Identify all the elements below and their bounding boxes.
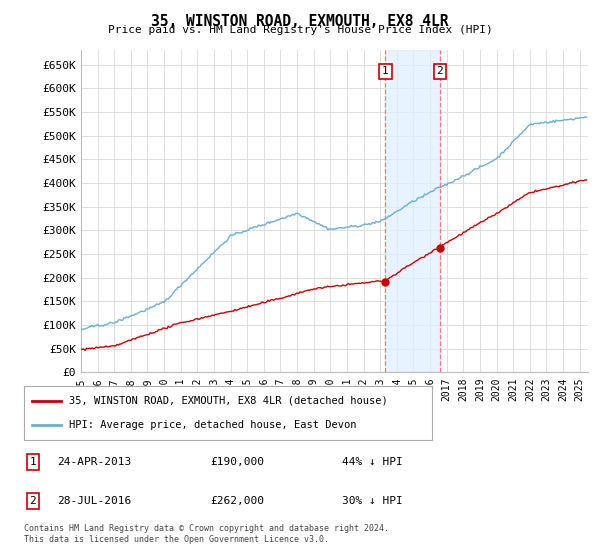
Text: 28-JUL-2016: 28-JUL-2016 [57, 496, 131, 506]
Text: 1: 1 [29, 457, 37, 467]
Text: 2: 2 [29, 496, 37, 506]
Text: £190,000: £190,000 [210, 457, 264, 467]
Text: HPI: Average price, detached house, East Devon: HPI: Average price, detached house, East… [69, 420, 356, 430]
Text: 1: 1 [382, 66, 389, 76]
Text: 35, WINSTON ROAD, EXMOUTH, EX8 4LR: 35, WINSTON ROAD, EXMOUTH, EX8 4LR [151, 14, 449, 29]
Text: 35, WINSTON ROAD, EXMOUTH, EX8 4LR (detached house): 35, WINSTON ROAD, EXMOUTH, EX8 4LR (deta… [69, 396, 388, 406]
Text: 24-APR-2013: 24-APR-2013 [57, 457, 131, 467]
Text: Price paid vs. HM Land Registry's House Price Index (HPI): Price paid vs. HM Land Registry's House … [107, 25, 493, 35]
Text: £262,000: £262,000 [210, 496, 264, 506]
Text: Contains HM Land Registry data © Crown copyright and database right 2024.: Contains HM Land Registry data © Crown c… [24, 524, 389, 533]
Text: 2: 2 [436, 66, 443, 76]
Text: 30% ↓ HPI: 30% ↓ HPI [342, 496, 403, 506]
Text: 44% ↓ HPI: 44% ↓ HPI [342, 457, 403, 467]
Text: This data is licensed under the Open Government Licence v3.0.: This data is licensed under the Open Gov… [24, 535, 329, 544]
Bar [385, 50, 440, 372]
